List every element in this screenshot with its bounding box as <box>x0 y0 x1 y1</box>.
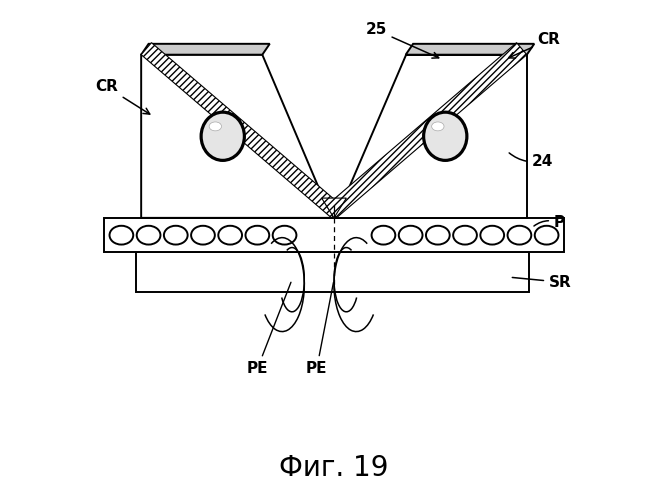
Polygon shape <box>337 54 527 218</box>
Ellipse shape <box>508 226 531 244</box>
Ellipse shape <box>191 226 215 244</box>
Ellipse shape <box>432 122 444 131</box>
Ellipse shape <box>424 113 466 160</box>
Polygon shape <box>141 54 331 218</box>
Ellipse shape <box>535 226 558 244</box>
Text: SR: SR <box>512 274 572 289</box>
Ellipse shape <box>164 226 188 244</box>
Text: CR: CR <box>95 80 150 114</box>
Polygon shape <box>326 42 527 218</box>
Polygon shape <box>405 44 534 54</box>
Ellipse shape <box>246 226 269 244</box>
Text: P: P <box>534 216 565 230</box>
Text: PE: PE <box>306 282 333 376</box>
Text: PE: PE <box>246 282 291 376</box>
Bar <box>104 218 564 252</box>
Text: 24: 24 <box>509 153 553 168</box>
Polygon shape <box>321 198 347 218</box>
Polygon shape <box>141 42 342 218</box>
Ellipse shape <box>137 226 160 244</box>
Ellipse shape <box>426 226 450 244</box>
Text: CR: CR <box>508 32 560 58</box>
Text: Фиг. 19: Фиг. 19 <box>279 454 389 481</box>
Text: 25: 25 <box>365 22 439 58</box>
Ellipse shape <box>273 226 297 244</box>
Ellipse shape <box>453 226 477 244</box>
Ellipse shape <box>110 226 133 244</box>
Ellipse shape <box>371 226 395 244</box>
Ellipse shape <box>399 226 422 244</box>
Polygon shape <box>141 44 270 54</box>
Ellipse shape <box>480 226 504 244</box>
Ellipse shape <box>209 122 222 131</box>
Ellipse shape <box>202 113 244 160</box>
Ellipse shape <box>218 226 242 244</box>
Bar <box>136 252 529 292</box>
